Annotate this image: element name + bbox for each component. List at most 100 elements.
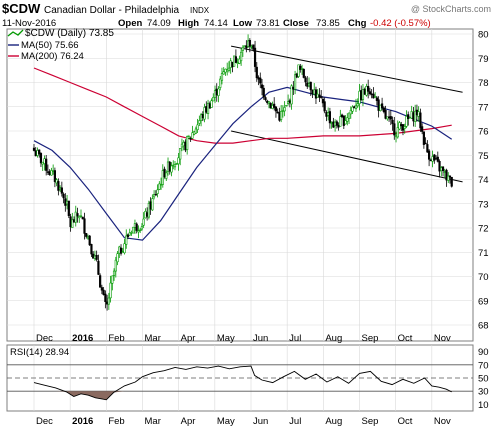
candle-body [257,77,260,80]
candle-body [360,90,363,101]
candle-body [149,201,152,210]
candle-body [139,229,142,232]
candle-body [264,97,267,101]
candle-body [57,181,60,191]
candle-body [417,111,420,117]
candle-body [93,255,97,259]
candle-body [295,73,298,78]
candle-body [391,119,394,124]
price-tick-label: 77 [478,102,489,113]
price-axis: 80 79 78 77 76 75 74 73 72 71 70 69 68 [478,30,489,332]
candle-body [356,103,359,107]
legend-price-swatch [7,29,24,37]
candle-body [354,105,358,110]
candle-body [447,175,450,181]
candle-body [382,107,385,112]
price-tick-label: 73 [478,199,489,210]
candle-body [52,170,55,173]
candle-body [126,234,130,237]
candle-body [327,112,330,116]
candle-body [41,161,44,165]
candle-body [229,60,232,68]
candle-body [337,125,340,128]
candle-body [159,183,163,186]
candle-body [349,109,352,115]
candle-body [137,230,140,233]
candle-body [100,287,103,291]
candle-body [346,117,349,122]
rsi-line [33,365,452,401]
candle-body [161,170,164,185]
candle-body [65,200,69,205]
open-label: Open [118,18,142,29]
candle-body [121,251,124,253]
candle-body [95,254,98,260]
price-tick-label: 69 [478,296,489,307]
candle-body [363,88,366,95]
candle-body [398,122,401,130]
candle-body [170,165,173,173]
candle-body [330,122,333,124]
candle-body [196,124,199,130]
candle-body [46,171,50,173]
x-tick-label: Dec [36,333,53,344]
candle-body [351,106,354,112]
watermark: @ StockCharts.com [411,4,491,14]
candle-body [440,167,443,171]
x-tick-label: May [217,333,235,344]
candle-body [436,156,439,162]
candle-body [175,163,178,165]
price-tick-label: 68 [478,321,489,332]
candle-body [203,107,206,120]
candle-body [36,150,39,156]
candle-body [252,44,255,50]
candle-body [119,247,123,254]
low-label: Low [233,18,253,29]
rsi-legend: RSI(14) 28.94 [10,347,69,358]
candle-body [234,56,238,63]
chg-value: -0.42 (-0.57%) [370,18,431,29]
candle-body [283,107,286,112]
candle-body [361,89,365,100]
candle-body [241,47,244,51]
candle-body [208,103,211,109]
candle-body [271,105,274,109]
candle-body [151,198,154,211]
x-tick-label: Nov [434,333,451,344]
candle-body [213,90,217,98]
candle-body [253,47,257,67]
candle-body [377,99,380,111]
candle-body [231,61,234,68]
candle-body [347,112,351,119]
rsi-tick-label: 30 [478,387,489,398]
candle-body [39,153,43,164]
candle-body [328,111,331,124]
ma200-line [33,67,452,144]
x-tick-label: Mar [145,333,161,344]
candle-body [415,109,419,116]
rsi-tick-label: 10 [478,400,489,411]
candle-body [309,81,312,91]
candle-body [304,77,307,83]
x-tick-label: Dec [36,416,53,426]
candle-body [194,128,197,134]
rsi-tick-label: 70 [478,360,489,371]
candle-body [302,68,305,78]
candle-body [400,124,403,127]
candle-body [292,86,295,90]
candle-body [313,89,316,95]
candle-body [112,270,116,276]
x-tick-label: Aug [325,333,342,344]
candle-body [227,67,231,72]
candle-body [372,93,375,99]
candle-body [412,112,415,122]
candle-body [290,85,293,105]
candle-body [367,85,370,92]
symbol: $CDW [2,1,41,16]
candle-body [300,68,304,70]
candle-body [321,98,325,104]
candle-body [438,161,441,172]
candle-body [339,116,342,127]
candle-body [323,101,326,112]
candle-body [240,51,243,62]
